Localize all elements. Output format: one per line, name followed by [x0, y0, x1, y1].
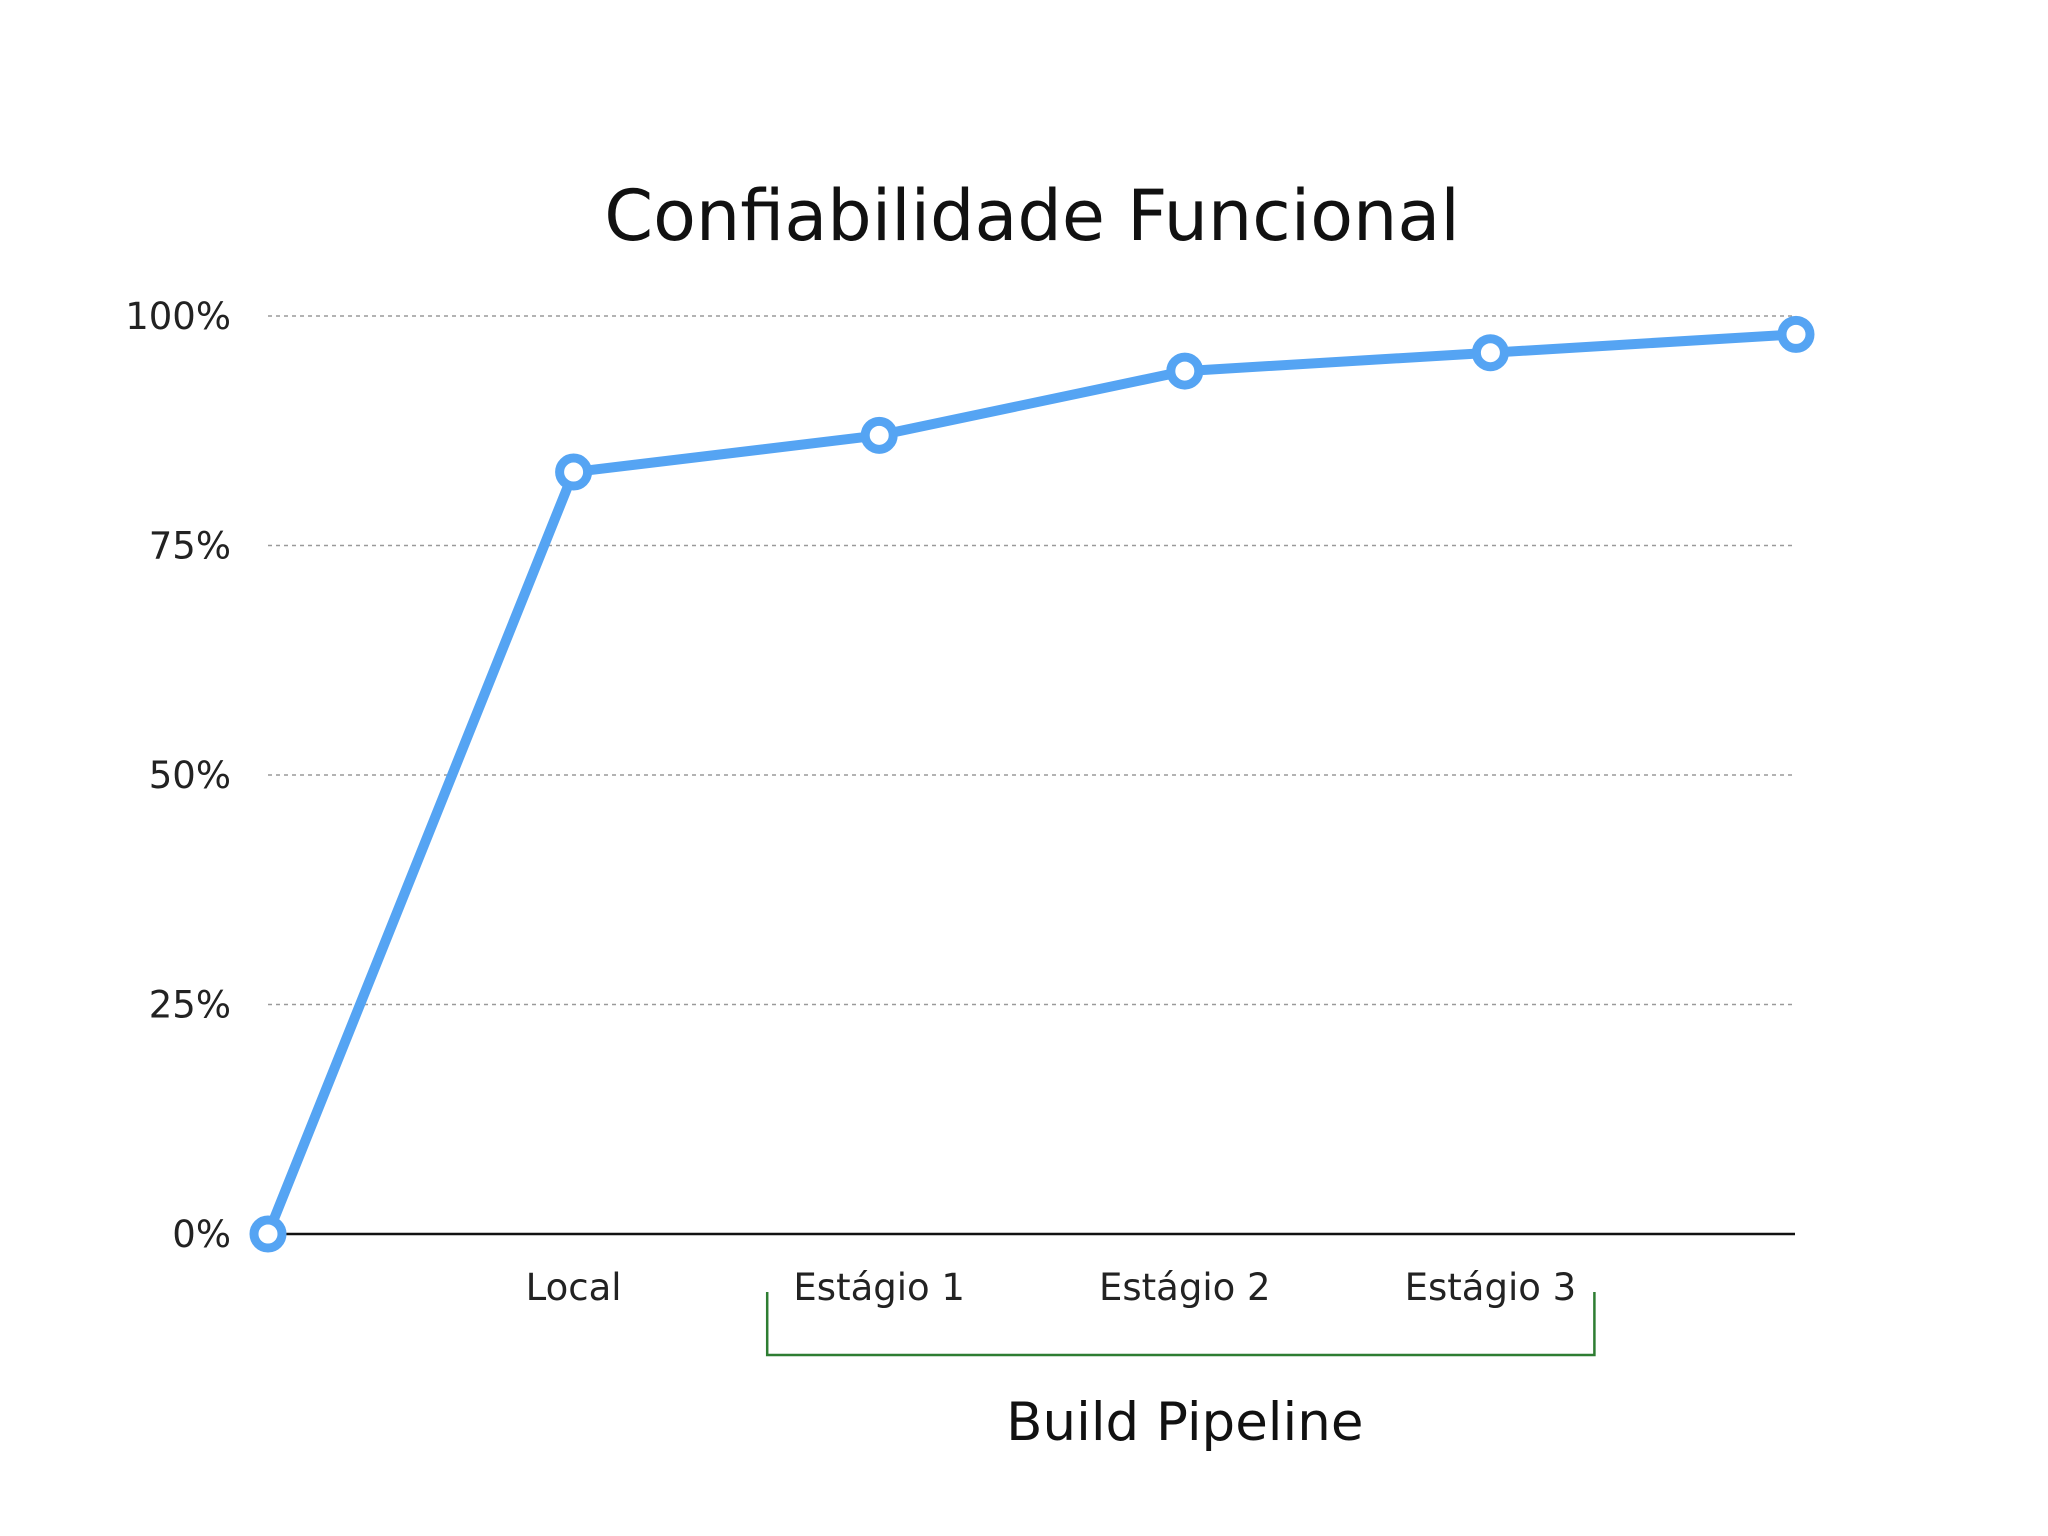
- x-axis-categories: Local Estágio 1 Estágio 2 Estágio 3: [526, 1266, 1577, 1309]
- series-line: [263, 329, 1801, 1239]
- grid-lines: [268, 315, 1795, 1006]
- build-pipeline-bracket: Build Pipeline: [765, 1292, 1596, 1453]
- y-tick-label: 0%: [172, 1213, 231, 1256]
- y-tick-label: 100%: [125, 295, 231, 338]
- bracket-label: Build Pipeline: [1006, 1392, 1363, 1453]
- data-point: [555, 453, 593, 491]
- data-point: [860, 416, 898, 454]
- y-axis-ticks: 0% 25% 50% 75% 100%: [125, 295, 231, 1256]
- data-point: [1777, 315, 1815, 353]
- x-category-label: Estágio 3: [1405, 1266, 1577, 1309]
- data-point: [249, 1215, 287, 1253]
- data-point: [1471, 334, 1509, 372]
- y-tick-label: 75%: [149, 525, 231, 568]
- bracket-line: [765, 1292, 1596, 1357]
- x-category-label: Local: [526, 1266, 622, 1309]
- y-tick-label: 50%: [149, 754, 231, 797]
- x-category-label: Estágio 1: [793, 1266, 965, 1309]
- series: [249, 315, 1815, 1253]
- data-point: [1166, 352, 1204, 390]
- y-tick-label: 25%: [149, 984, 231, 1027]
- x-category-label: Estágio 2: [1099, 1266, 1271, 1309]
- chart-title: Confiabilidade Funcional: [604, 175, 1460, 257]
